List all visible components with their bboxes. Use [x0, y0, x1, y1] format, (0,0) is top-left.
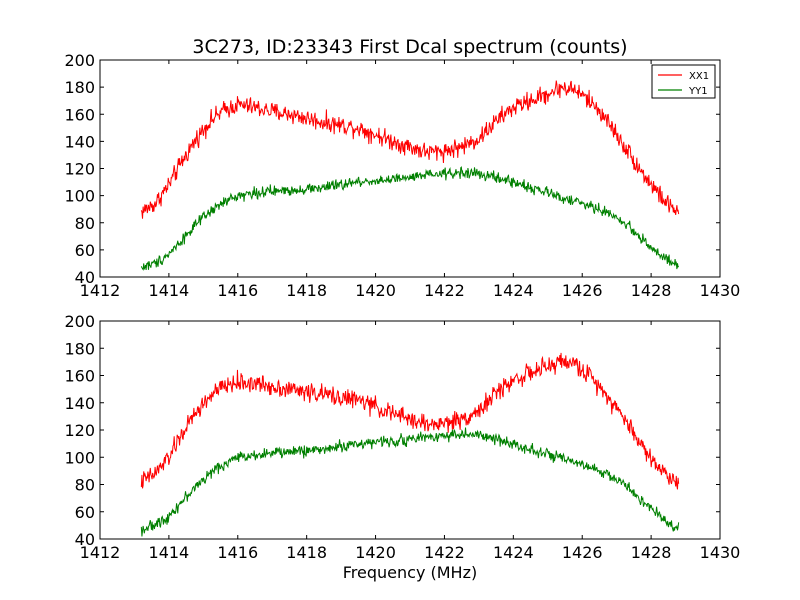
y-tick-label: 80: [75, 476, 95, 495]
y-tick-label: 120: [64, 160, 95, 179]
x-tick-label: 1426: [562, 281, 603, 300]
y-tick-label: 180: [64, 78, 95, 97]
x-tick-label: 1416: [217, 281, 258, 300]
y-tick-label: 40: [75, 530, 95, 549]
x-tick-label: 1428: [631, 281, 672, 300]
series-line-xx1: [140, 80, 680, 219]
x-tick-label: 1422: [424, 543, 465, 562]
x-tick-label: 1418: [286, 281, 327, 300]
x-tick-label: 1424: [493, 281, 534, 300]
x-tick-label: 1420: [355, 543, 396, 562]
legend-label-xx1: XX1: [689, 71, 709, 82]
y-tick-label: 180: [64, 339, 95, 358]
y-tick-label: 120: [64, 421, 95, 440]
x-tick-label: 1428: [631, 543, 672, 562]
x-tick-label: 1418: [286, 543, 327, 562]
y-tick-label: 60: [75, 503, 95, 522]
x-tick-label: 1424: [493, 543, 534, 562]
y-tick-label: 40: [75, 268, 95, 287]
y-tick-label: 100: [64, 187, 95, 206]
bottom-panel: 1412 1414 1416 1418 1420 1422 1424 1426 1428 1430…: [64, 312, 740, 562]
x-tick-label: 1422: [424, 281, 465, 300]
chart-title: 3C273, ID:23343 First Dcal spectrum (cou…: [192, 36, 627, 58]
x-tick-label: 1430: [700, 543, 741, 562]
y-tick-label: 200: [64, 312, 95, 331]
x-tick-label: 1414: [149, 281, 190, 300]
x-tick-label: 1430: [700, 281, 741, 300]
legend-label-yy1: YY1: [688, 86, 708, 97]
y-tick-label: 60: [75, 241, 95, 260]
series-line-xx1: [140, 352, 680, 490]
series-line-yy1: [140, 166, 680, 271]
y-tick-label: 160: [64, 105, 95, 124]
y-tick-label: 160: [64, 367, 95, 386]
y-tick-label: 200: [64, 51, 95, 70]
x-tick-label: 1420: [355, 281, 396, 300]
x-axis-label: Frequency (MHz): [343, 563, 477, 582]
x-tick-label: 1412: [80, 281, 121, 300]
x-tick-label: 1412: [80, 543, 121, 562]
y-tick-label: 140: [64, 394, 95, 413]
y-tick-label: 100: [64, 448, 95, 467]
y-tick-label: 80: [75, 214, 95, 233]
top-panel: 1412 1414 1416 1418 1420 1422 1424 1426 1428 1430…: [64, 51, 740, 300]
x-tick-label: 1426: [562, 543, 603, 562]
legend: XX1 YY1: [651, 64, 716, 99]
y-tick-label: 140: [64, 132, 95, 151]
x-tick-label: 1416: [217, 543, 258, 562]
series-line-yy1: [140, 427, 680, 537]
x-tick-label: 1414: [149, 543, 190, 562]
legend-box: [651, 64, 716, 99]
